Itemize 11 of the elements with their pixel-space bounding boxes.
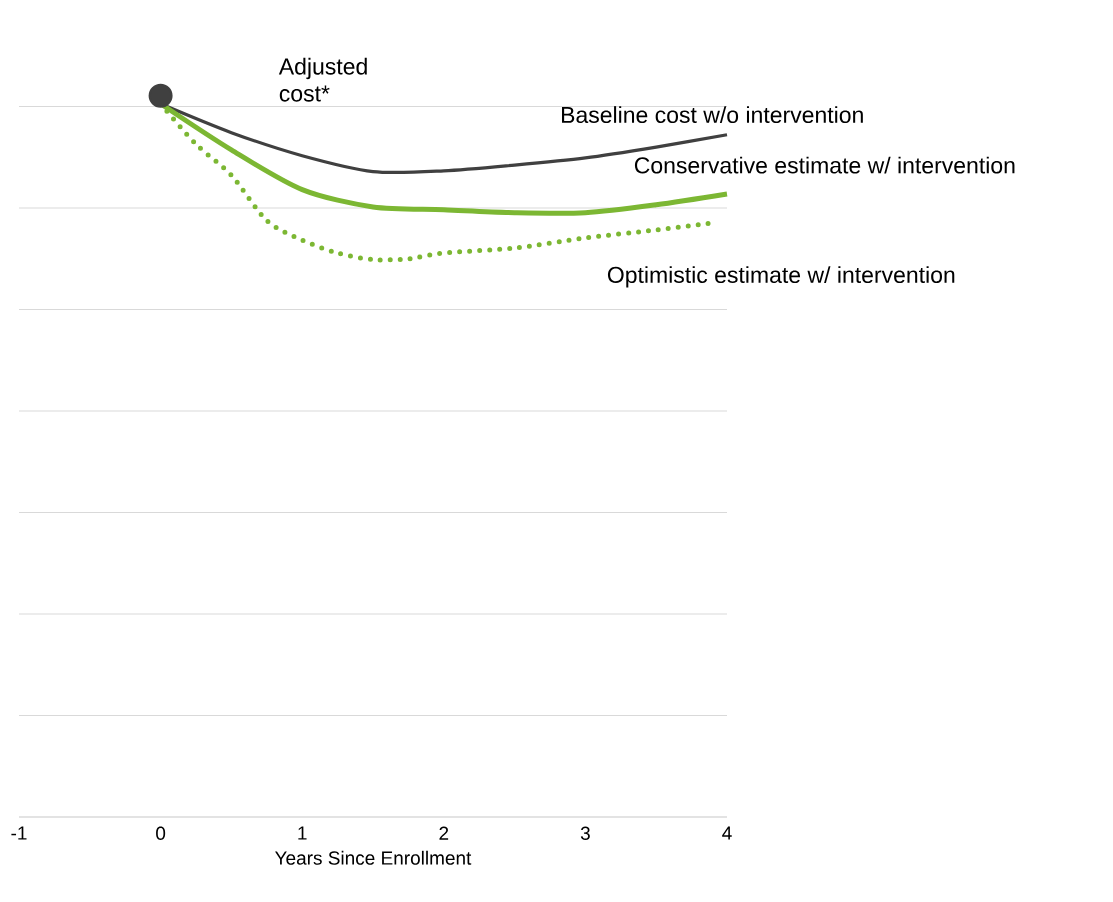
series-label: Conservative estimate w/ intervention [634,156,1015,174]
annotation: Adjusted cost* [278,57,367,102]
x-tick-label: 4 [722,826,732,840]
x-axis-title: Years Since Enrollment [275,850,472,865]
x-tick-label: 3 [580,826,590,840]
x-tick-label: 2 [439,826,449,840]
series-label: Baseline cost w/o intervention [562,106,863,124]
x-tick-label: 1 [298,826,307,840]
x-tick-label: -1 [11,826,27,840]
series-label: Optimistic estimate w/ intervention [607,266,955,288]
x-tick-label: 0 [156,826,166,840]
